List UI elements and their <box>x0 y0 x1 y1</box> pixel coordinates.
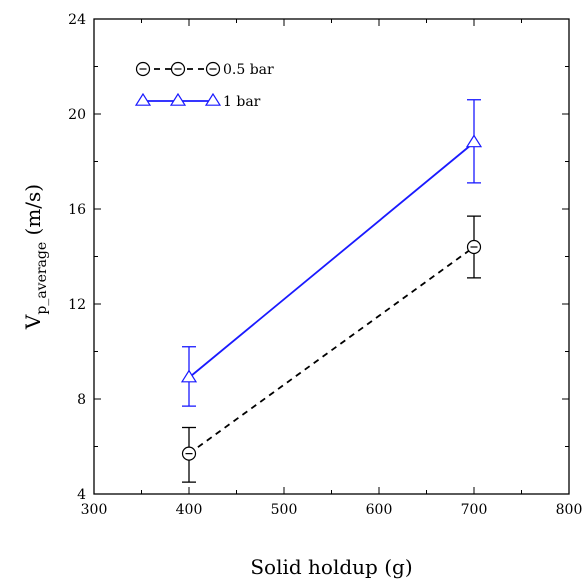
legend: 0.5 bar 1 bar <box>134 61 274 110</box>
y-tick-label: 4 <box>77 487 86 503</box>
legend-entry: 1 bar <box>134 92 261 110</box>
circle-marker <box>466 239 482 255</box>
y-tick-label: 8 <box>77 392 86 408</box>
svg-text:Vp_average (m/s): Vp_average (m/s) <box>21 184 50 330</box>
y-tick-label: 16 <box>68 202 86 218</box>
circle-marker <box>181 446 197 461</box>
x-axis-title: Solid holdup (g) <box>250 555 412 579</box>
triangle-marker <box>169 92 187 106</box>
circle-marker <box>205 61 221 77</box>
legend-entry: 0.5 bar <box>135 61 274 78</box>
tick-marks <box>93 18 570 495</box>
x-tick-label: 500 <box>271 502 298 518</box>
series-line <box>188 246 475 455</box>
y-tick-label: 12 <box>68 297 86 313</box>
x-tick-label: 300 <box>81 502 108 518</box>
circle-marker <box>170 61 186 77</box>
legend-label: 1 bar <box>223 94 261 110</box>
y-axis-title-unit: (m/s) <box>21 184 45 242</box>
series-line <box>188 141 475 379</box>
triangle-marker <box>204 92 222 106</box>
legend-label: 0.5 bar <box>223 62 274 78</box>
plot-frame <box>93 18 570 495</box>
tick-labels: 300 400 500 600 700 800 4 8 12 16 20 24 <box>68 12 582 518</box>
y-tick-label: 20 <box>68 107 86 123</box>
y-axis-title-subscript: p_average <box>34 242 50 315</box>
y-axis-title-main: V <box>21 314 45 330</box>
x-tick-label: 800 <box>556 502 583 518</box>
series-0-5-bar <box>181 215 482 483</box>
circle-marker <box>135 61 151 77</box>
triangle-marker <box>134 92 152 106</box>
y-tick-label: 24 <box>68 12 86 28</box>
x-tick-label: 700 <box>461 502 488 518</box>
series-1-bar <box>180 99 483 407</box>
y-axis-title: Vp_average (m/s) <box>21 184 50 330</box>
x-tick-label: 600 <box>366 502 393 518</box>
triangle-marker <box>180 369 198 383</box>
series-layer <box>180 99 483 483</box>
triangle-marker <box>465 134 483 148</box>
x-tick-label: 400 <box>176 502 203 518</box>
